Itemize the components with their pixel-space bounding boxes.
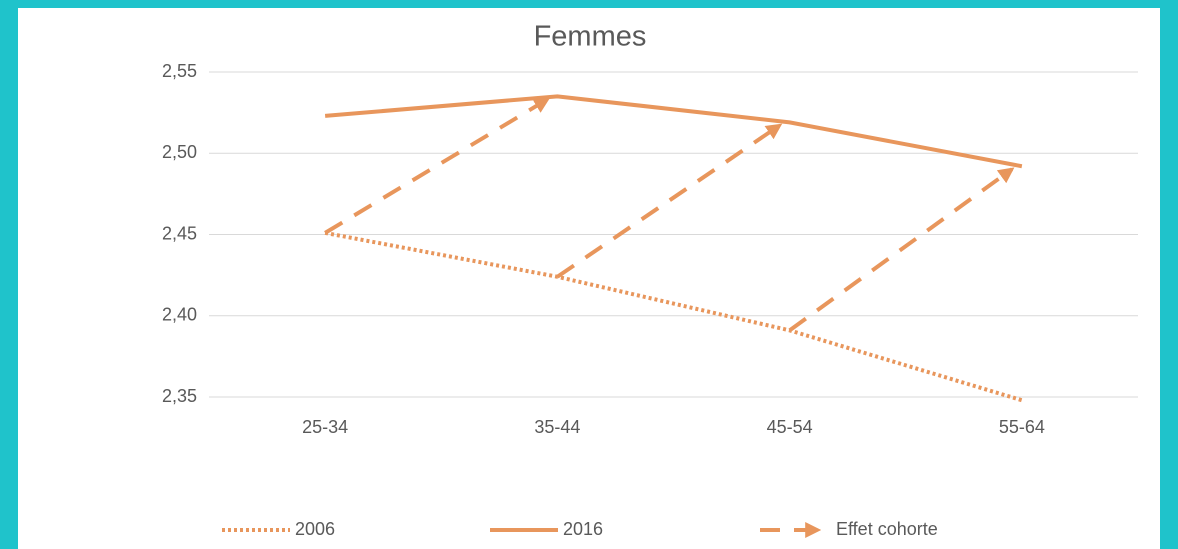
x-tick-label: 55-64 xyxy=(999,417,1045,437)
x-tick-label: 25-34 xyxy=(302,417,348,437)
legend-label: 2006 xyxy=(295,519,335,539)
x-tick-label: 35-44 xyxy=(534,417,580,437)
y-tick-label: 2,45 xyxy=(162,223,197,243)
cohort-arrow xyxy=(788,167,1015,332)
x-tick-label: 45-54 xyxy=(767,417,813,437)
legend-label: 2016 xyxy=(563,519,603,539)
y-tick-label: 2,40 xyxy=(162,305,197,325)
chart-background xyxy=(18,8,1160,549)
chart-title: Femmes xyxy=(534,21,647,53)
y-tick-label: 2,50 xyxy=(162,142,197,162)
series-line xyxy=(324,94,1023,169)
series-line xyxy=(324,230,1023,403)
cohort-arrow xyxy=(324,97,551,235)
cohort-arrow xyxy=(556,123,783,279)
y-tick-label: 2,55 xyxy=(162,61,197,81)
y-tick-label: 2,35 xyxy=(162,386,197,406)
legend-label: Effet cohorte xyxy=(836,519,938,539)
